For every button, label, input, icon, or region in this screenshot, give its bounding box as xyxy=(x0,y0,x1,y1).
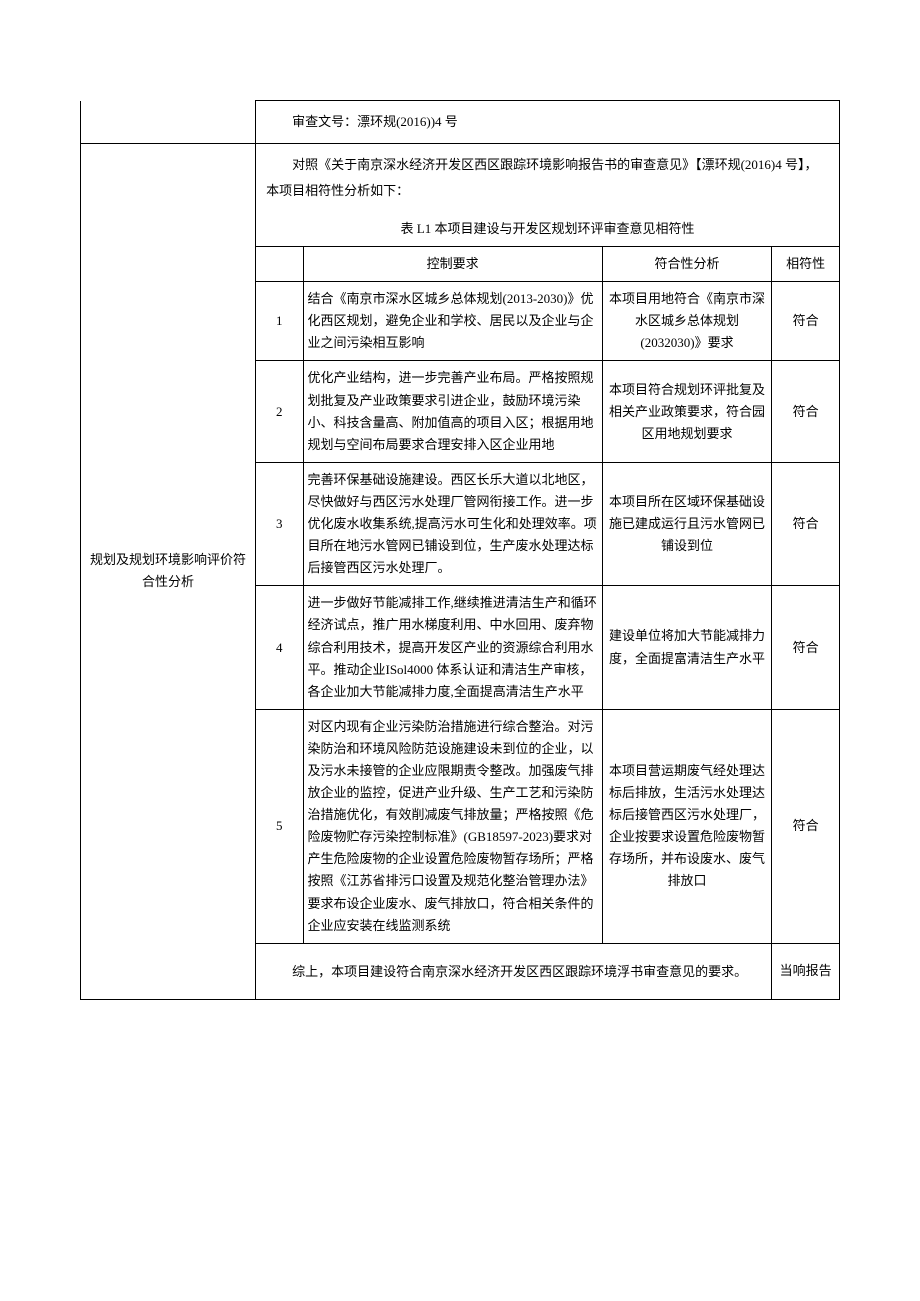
cell-analysis: 建设单位将加大节能减排力度，全面提富清洁生产水平 xyxy=(602,586,771,709)
intro-text: 对照《关于南京深水经济开发区西区跟踪环境影响报告书的审查意见》【漂环规(2016… xyxy=(266,152,829,204)
footer-right-cell: 当响报告 xyxy=(772,943,840,999)
header-idx xyxy=(256,247,303,282)
cell-idx: 1 xyxy=(256,282,303,361)
cell-idx: 3 xyxy=(256,462,303,585)
cell-requirement: 优化产业结构，进一步完善产业布局。严格按照规划批复及产业政策要求引进企业，鼓励环… xyxy=(303,361,602,462)
cell-analysis: 本项目用地符合《南京市深水区城乡总体规划(2032030)》要求 xyxy=(602,282,771,361)
cell-requirement: 对区内现有企业污染防治措施进行综合整治。对污染防治和环境风险防范设施建设未到位的… xyxy=(303,709,602,943)
review-doc-row: 审查文号：漂环规(2016))4 号 xyxy=(81,101,840,144)
cell-analysis: 本项目营运期废气经处理达标后排放，生活污水处理达标后接管西区污水处理厂，企业按要… xyxy=(602,709,771,943)
review-doc-text: 审查文号：漂环规(2016))4 号 xyxy=(266,109,829,135)
cell-idx: 4 xyxy=(256,586,303,709)
conclusion-text: 综上，本项目建设符合南京深水经济开发区西区跟踪环境浮书审查意见的要求。 xyxy=(266,956,761,987)
cell-conformity: 符合 xyxy=(772,282,840,361)
cell-conformity: 符合 xyxy=(772,709,840,943)
review-doc-cell: 审查文号：漂环规(2016))4 号 xyxy=(256,101,840,144)
intro-cell: 对照《关于南京深水经济开发区西区跟踪环境影响报告书的审查意见》【漂环规(2016… xyxy=(256,144,840,213)
cell-conformity: 符合 xyxy=(772,462,840,585)
header-requirement: 控制要求 xyxy=(303,247,602,282)
cell-conformity: 符合 xyxy=(772,586,840,709)
cell-analysis: 本项目所在区域环保基础设施已建成运行且污水管网已铺设到位 xyxy=(602,462,771,585)
empty-left-cell xyxy=(81,101,256,144)
section-label-cell: 规划及规划环境影响评价符合性分析 xyxy=(81,144,256,1000)
inner-table-title: 表 L1 本项目建设与开发区规划环评审查意见相符性 xyxy=(256,212,840,247)
outer-table: 审查文号：漂环规(2016))4 号 规划及规划环境影响评价符合性分析 对照《关… xyxy=(80,100,840,1000)
cell-conformity: 符合 xyxy=(772,361,840,462)
cell-requirement: 结合《南京市深水区城乡总体规划(2013-2030)》优化西区规划，避免企业和学… xyxy=(303,282,602,361)
header-analysis: 符合性分析 xyxy=(602,247,771,282)
cell-idx: 5 xyxy=(256,709,303,943)
document-page: 审查文号：漂环规(2016))4 号 规划及规划环境影响评价符合性分析 对照《关… xyxy=(0,0,920,1060)
cell-requirement: 进一步做好节能减排工作,继续推进清洁生产和循环经济试点，推广用水梯度利用、中水回… xyxy=(303,586,602,709)
header-conformity: 相符性 xyxy=(772,247,840,282)
cell-analysis: 本项目符合规划环评批复及相关产业政策要求，符合园区用地规划要求 xyxy=(602,361,771,462)
intro-row: 规划及规划环境影响评价符合性分析 对照《关于南京深水经济开发区西区跟踪环境影响报… xyxy=(81,144,840,213)
cell-idx: 2 xyxy=(256,361,303,462)
cell-requirement: 完善环保基础设施建设。西区长乐大道以北地区，尽快做好与西区污水处理厂管网衔接工作… xyxy=(303,462,602,585)
conclusion-cell: 综上，本项目建设符合南京深水经济开发区西区跟踪环境浮书审查意见的要求。 xyxy=(256,943,772,999)
